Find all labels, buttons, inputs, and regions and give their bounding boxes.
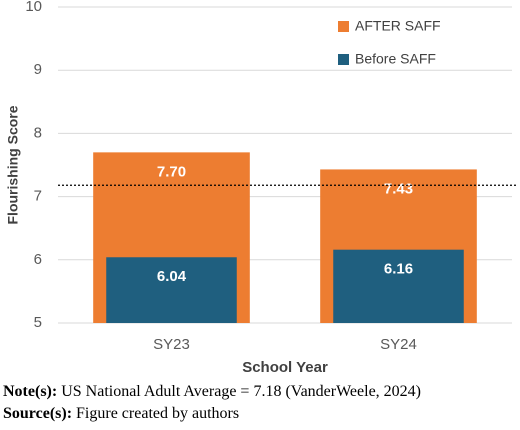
y-tick-label: 10 bbox=[25, 0, 42, 15]
x-axis-title: School Year bbox=[242, 359, 328, 376]
y-tick-label: 9 bbox=[34, 61, 42, 78]
note-label: Source(s): bbox=[3, 405, 72, 422]
legend-swatch bbox=[338, 21, 349, 32]
data-label: 7.43 bbox=[384, 180, 413, 197]
y-tick-label: 7 bbox=[34, 188, 42, 205]
bar bbox=[333, 249, 464, 323]
x-tick-label: SY24 bbox=[380, 336, 417, 353]
legend-label: AFTER SAFF bbox=[355, 18, 441, 34]
x-tick-label: SY23 bbox=[153, 336, 190, 353]
note: Note(s): US National Adult Average = 7.1… bbox=[3, 383, 421, 400]
data-label: 6.16 bbox=[384, 261, 413, 278]
legend-label: Before SAFF bbox=[355, 51, 436, 67]
note: Source(s): Figure created by authors bbox=[3, 405, 239, 422]
note-text: Figure created by authors bbox=[76, 405, 239, 422]
bar bbox=[106, 257, 237, 323]
legend-swatch bbox=[338, 54, 349, 65]
note-text: US National Adult Average = 7.18 (Vander… bbox=[61, 383, 421, 400]
y-tick-label: 8 bbox=[34, 124, 42, 141]
note-label: Note(s): bbox=[3, 383, 57, 400]
y-tick-label: 5 bbox=[34, 314, 42, 331]
data-label: 6.04 bbox=[157, 268, 187, 285]
y-axis-title: Flourishing Score bbox=[5, 105, 21, 224]
data-label: 7.70 bbox=[157, 163, 186, 180]
y-tick-label: 6 bbox=[34, 251, 42, 268]
